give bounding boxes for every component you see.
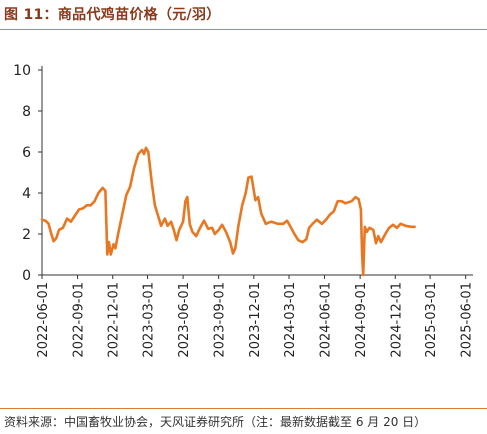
x-tick-label: 2022-09-01: [72, 282, 87, 358]
y-axis: 0 2 4 6 8 10: [13, 63, 43, 284]
y-tick-label: 4: [22, 186, 31, 202]
plot-series: [40, 146, 416, 277]
y-tick-label: 0: [22, 268, 31, 284]
y-tick-label: 2: [22, 227, 31, 243]
x-tick-label: 2024-03-01: [283, 282, 298, 358]
x-tick-label: 2024-09-01: [354, 282, 369, 358]
x-tick-label: 2023-12-01: [248, 282, 263, 358]
x-tick-label: 2024-06-01: [319, 282, 334, 358]
x-tick-label: 2022-06-01: [36, 282, 51, 358]
source-note: 资料来源：中国畜牧业协会，天风证券研究所（注：最新数据截至 6 月 20 日）: [4, 415, 427, 429]
title-rule: [0, 29, 487, 30]
x-tick-label: 2024-12-01: [389, 282, 404, 358]
x-tick-label: 2023-09-01: [213, 282, 228, 358]
x-tick-label: 2023-03-01: [142, 282, 157, 358]
y-tick-label: 6: [22, 145, 31, 161]
figure-title: 图 11：商品代鸡苗价格（元/羽）: [4, 7, 221, 23]
y-tick-label: 10: [13, 63, 31, 79]
x-tick-label: 2023-06-01: [177, 282, 192, 358]
y-tick-label: 8: [22, 104, 31, 120]
x-tick-label: 2022-12-01: [107, 282, 122, 358]
x-axis: 2022-06-01 2022-09-01 2022-12-01 2023-03-01…: [36, 274, 475, 358]
x-tick-label: 2025-06-01: [460, 282, 475, 358]
x-tick-label: 2025-03-01: [424, 282, 439, 358]
source-rule: [0, 408, 487, 409]
series-line: [40, 146, 416, 277]
